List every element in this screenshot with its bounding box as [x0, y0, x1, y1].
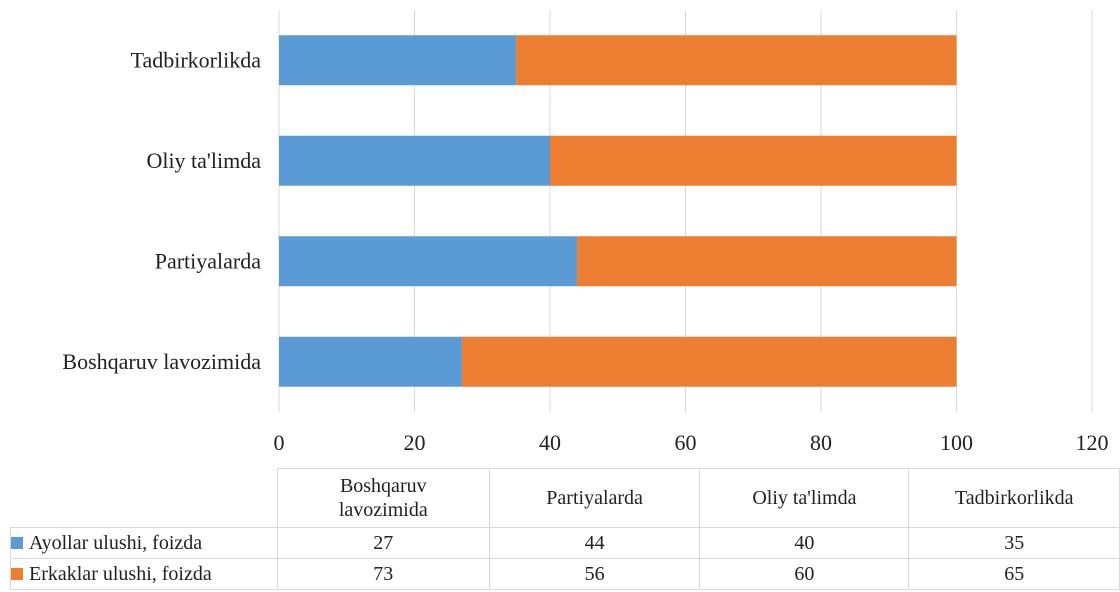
- x-tick-label: 0: [274, 430, 285, 455]
- table-cell: 60: [699, 558, 910, 590]
- table-corner: [10, 468, 278, 528]
- table-header-cell: Partiyalarda: [488, 468, 701, 528]
- category-label: Tadbirkorlikda: [131, 47, 262, 72]
- table-row-label: Ayollar ulushi, foizda: [10, 527, 278, 559]
- table-header-row: Boshqaruv lavozimida Partiyalarda Oliy t…: [10, 468, 1120, 528]
- table-cell: 65: [908, 558, 1120, 590]
- table-cell: 56: [488, 558, 701, 590]
- legend-swatch-erkaklar: [11, 567, 23, 580]
- table-cell: 44: [488, 527, 701, 559]
- bar-segment-ayollar: [279, 336, 462, 387]
- table-header-cell: Boshqaruv lavozimida: [276, 468, 490, 528]
- x-tick-label: 60: [675, 430, 697, 455]
- x-axis-ticks: 0 20 40 60 80 100 120: [274, 430, 1109, 455]
- data-table: Boshqaruv lavozimida Partiyalarda Oliy t…: [10, 468, 1120, 590]
- header-text: Oliy ta'limda: [752, 487, 857, 509]
- table-header-cell: Oliy ta'limda: [699, 468, 910, 528]
- x-tick-label: 40: [539, 430, 561, 455]
- legend-swatch-ayollar: [11, 536, 23, 549]
- table-row-erkaklar: Erkaklar ulushi, foizda 73 56 60 65: [10, 558, 1120, 590]
- stacked-bar-chart: Boshqaruv lavozimida Partiyalarda Oliy ta'…: [62, 10, 1109, 455]
- bars: [279, 35, 957, 387]
- table-row-ayollar: Ayollar ulushi, foizda 27 44 40 35: [10, 527, 1120, 559]
- table-row-label: Erkaklar ulushi, foizda: [10, 558, 278, 590]
- bar-segment-erkaklar: [577, 236, 957, 287]
- x-tick-label: 100: [940, 430, 973, 455]
- header-text: Tadbirkorlikda: [954, 487, 1074, 509]
- header-text: Partiyalarda: [546, 487, 643, 509]
- bar-segment-ayollar: [279, 135, 550, 186]
- bar-segment-ayollar: [279, 236, 578, 287]
- header-text: Boshqaruv lavozimida: [338, 475, 428, 521]
- table-cell: 27: [276, 527, 490, 559]
- x-tick-label: 80: [810, 430, 832, 455]
- bar-segment-ayollar: [279, 35, 517, 86]
- table-cell: 73: [276, 558, 490, 590]
- bar-segment-erkaklar: [550, 135, 957, 186]
- table-cell: 35: [908, 527, 1120, 559]
- series-name: Erkaklar ulushi, foizda: [29, 562, 212, 585]
- x-tick-label: 120: [1076, 430, 1109, 455]
- bar-segment-erkaklar: [461, 336, 957, 387]
- category-label: Partiyalarda: [155, 248, 262, 273]
- bar-segment-erkaklar: [516, 35, 957, 86]
- category-label: Boshqaruv lavozimida: [62, 349, 261, 374]
- series-name: Ayollar ulushi, foizda: [29, 531, 203, 554]
- x-tick-label: 20: [404, 430, 426, 455]
- category-labels: Boshqaruv lavozimida Partiyalarda Oliy ta'…: [62, 47, 261, 374]
- table-cell: 40: [699, 527, 910, 559]
- category-label: Oliy ta'limda: [146, 148, 261, 173]
- table-header-cell: Tadbirkorlikda: [908, 468, 1120, 528]
